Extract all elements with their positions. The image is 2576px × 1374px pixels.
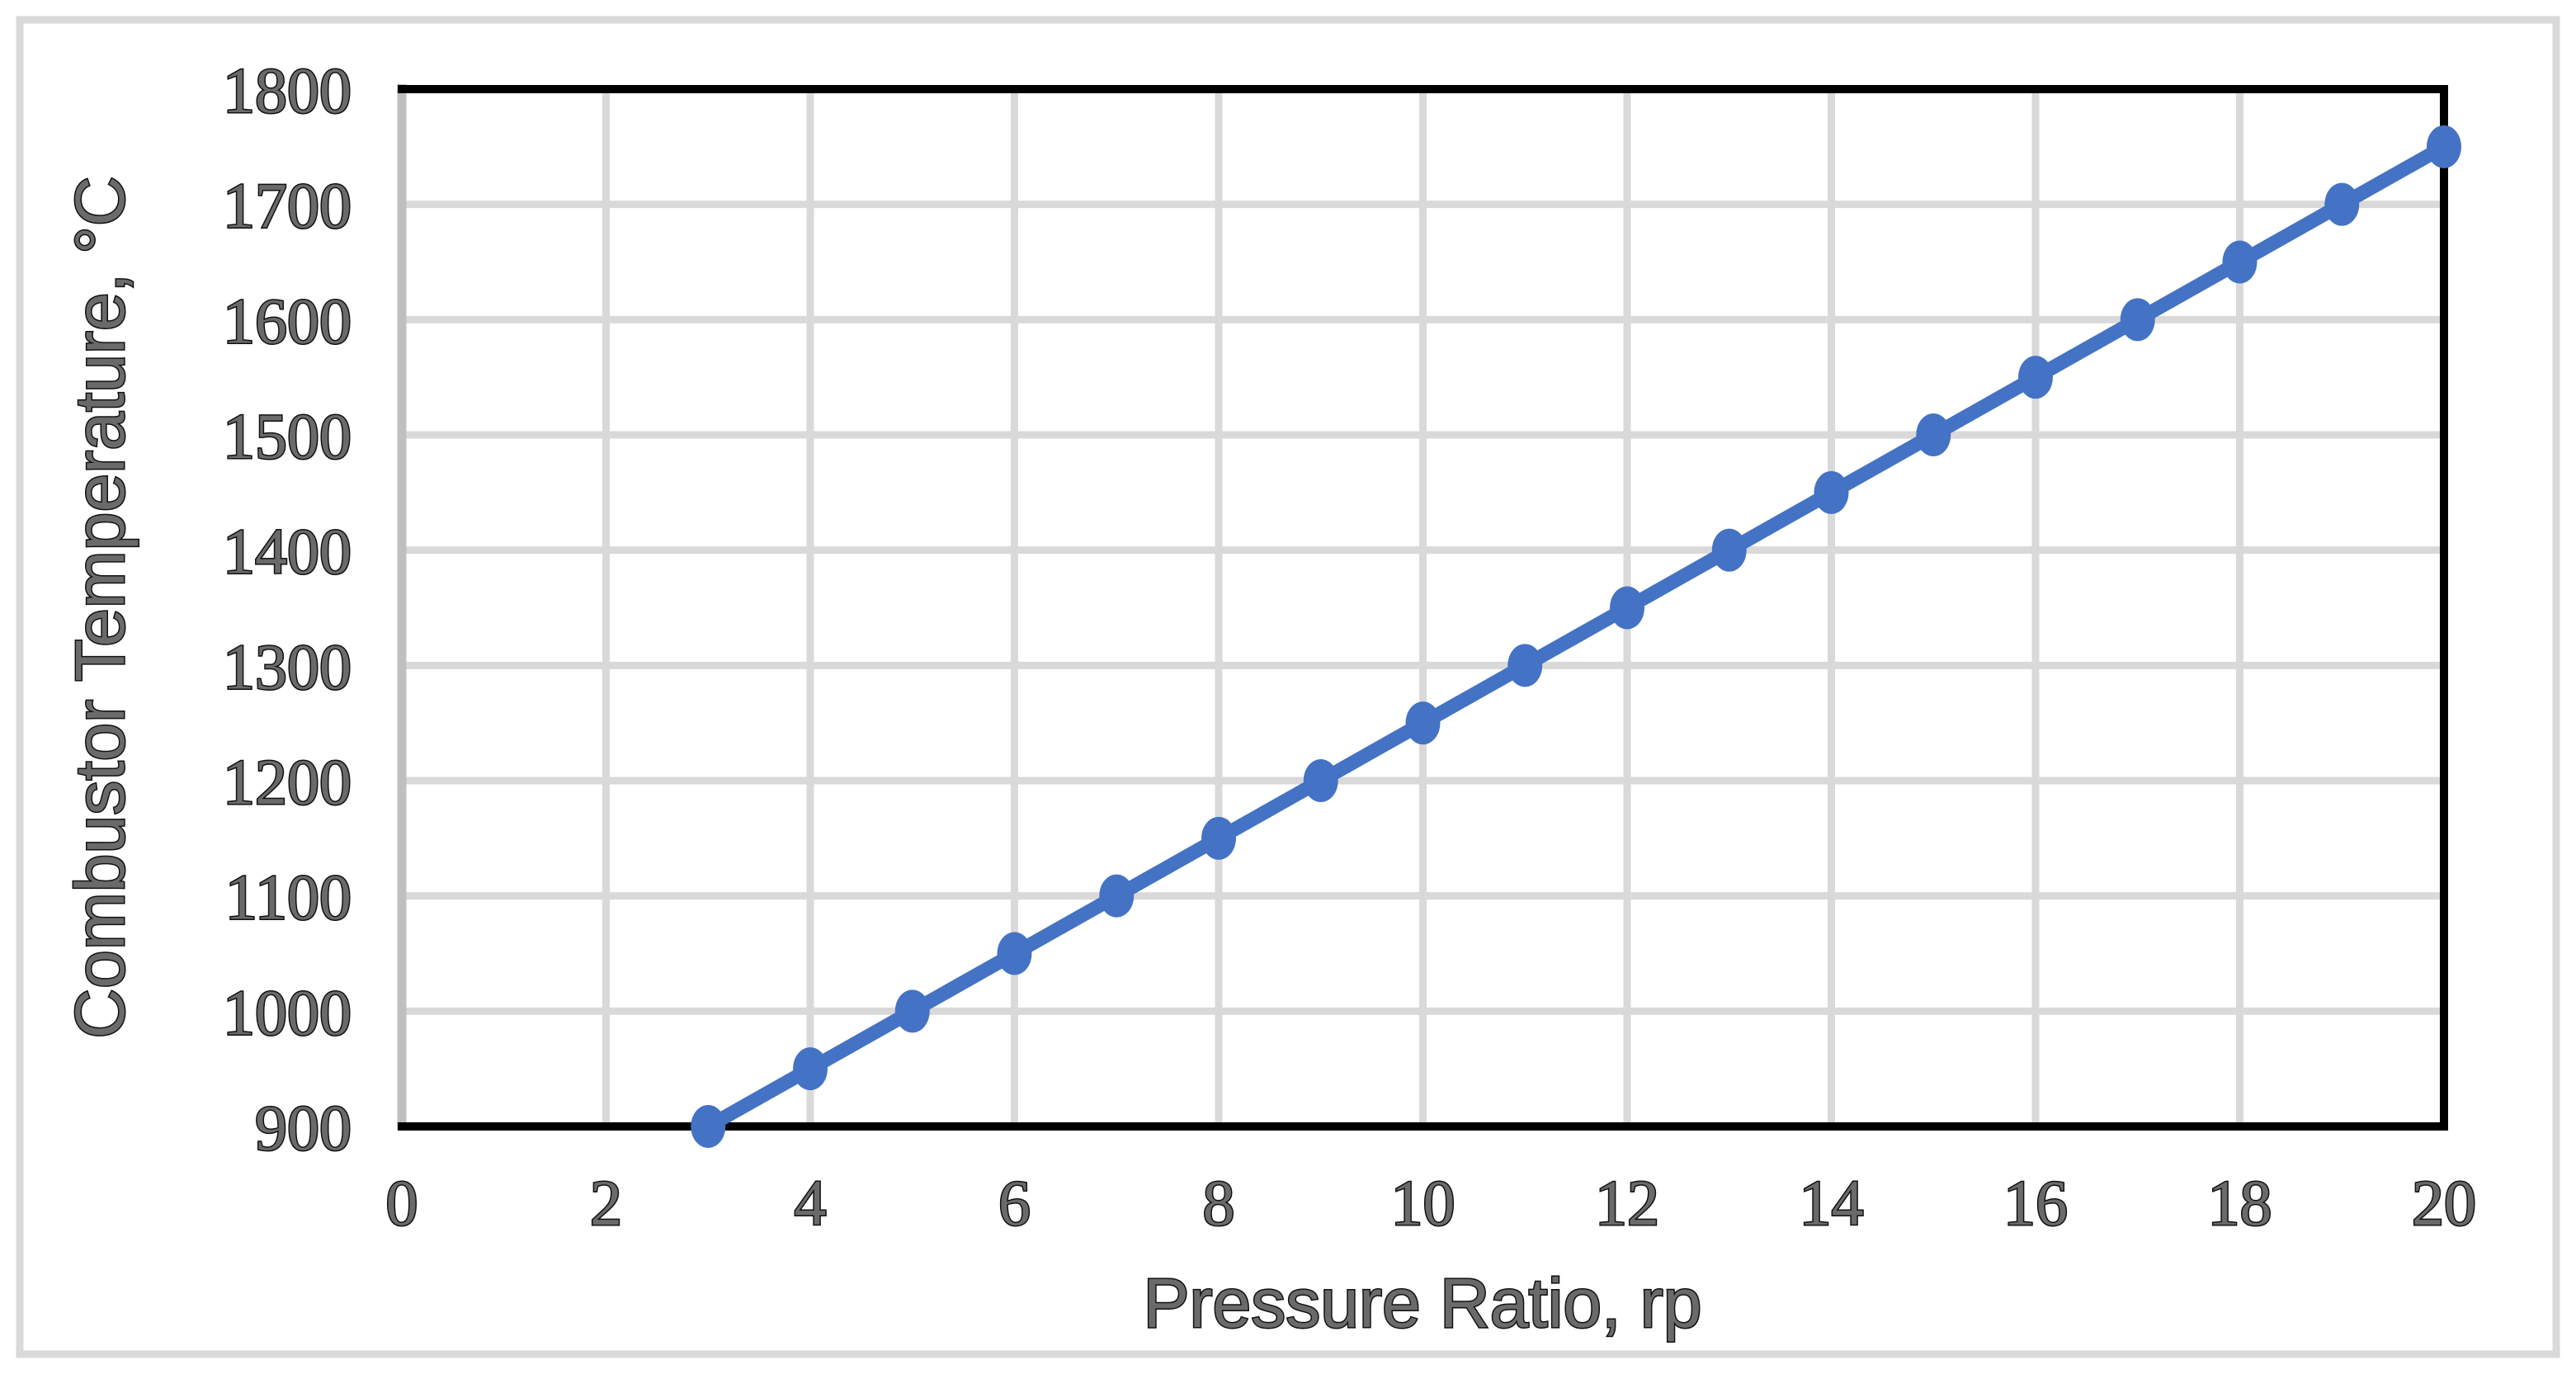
data-point-marker bbox=[1814, 470, 1849, 514]
x-tick-label: 6 bbox=[998, 1167, 1031, 1239]
y-tick-label: 900 bbox=[255, 1092, 351, 1164]
data-point-marker bbox=[2120, 298, 2155, 342]
data-point-marker bbox=[2018, 356, 2053, 399]
plot-border bbox=[398, 85, 2448, 1131]
data-point-marker bbox=[691, 1105, 726, 1148]
x-tick-label: 18 bbox=[2208, 1167, 2272, 1239]
gridlines bbox=[402, 89, 2444, 1126]
y-tick-label: 1700 bbox=[223, 170, 351, 242]
x-tick-label: 14 bbox=[1800, 1167, 1864, 1239]
x-tick-label: 16 bbox=[2003, 1167, 2068, 1239]
y-tick-label: 1300 bbox=[223, 630, 351, 702]
x-tick-label: 4 bbox=[795, 1167, 827, 1239]
x-tick-label: 10 bbox=[1391, 1167, 1455, 1239]
y-tick-label: 1400 bbox=[223, 516, 351, 588]
x-tick-label: 2 bbox=[590, 1167, 622, 1239]
y-tick-label: 1500 bbox=[223, 400, 351, 472]
data-point-marker bbox=[1405, 701, 1441, 745]
y-tick-labels: 900 1000 1100 1200 1300 1400 1500 1600 1700 1800 bbox=[222, 54, 353, 1165]
data-point-marker bbox=[793, 1047, 828, 1091]
data-point-marker bbox=[2324, 182, 2360, 226]
x-axis-title: Pressure Ratio, rp bbox=[1144, 1264, 1702, 1342]
figure-border bbox=[16, 16, 2560, 1358]
data-point-marker bbox=[2427, 125, 2461, 168]
data-point-marker bbox=[1507, 644, 1543, 687]
x-tick-label: 0 bbox=[386, 1167, 418, 1239]
data-point-marker bbox=[1916, 413, 1951, 456]
y-tick-label: 1100 bbox=[225, 862, 351, 933]
data-point-marker bbox=[2222, 240, 2258, 284]
x-tick-label: 20 bbox=[2412, 1167, 2476, 1239]
data-point-marker bbox=[997, 932, 1032, 975]
x-tick-label: 12 bbox=[1595, 1167, 1659, 1239]
data-point-marker bbox=[1711, 528, 1747, 572]
y-tick-label: 1200 bbox=[223, 746, 351, 818]
data-point-marker bbox=[894, 989, 930, 1033]
data-series bbox=[691, 125, 2461, 1148]
series-line bbox=[701, 139, 2451, 1134]
y-axis-title: Combustor Temperature, °C bbox=[61, 176, 139, 1038]
plot-area bbox=[397, 84, 2461, 1148]
data-point-marker bbox=[1610, 586, 1644, 630]
data-point-marker bbox=[1099, 874, 1135, 918]
x-tick-label: 8 bbox=[1203, 1167, 1235, 1239]
data-point-marker bbox=[1201, 816, 1236, 860]
x-tick-labels: 0 2 4 6 8 10 12 14 16 18 20 bbox=[385, 1166, 2478, 1240]
data-point-marker bbox=[1303, 759, 1338, 802]
y-tick-label: 1000 bbox=[223, 976, 351, 1048]
y-tick-label: 1600 bbox=[223, 285, 351, 356]
y-tick-label: 1800 bbox=[223, 54, 351, 126]
